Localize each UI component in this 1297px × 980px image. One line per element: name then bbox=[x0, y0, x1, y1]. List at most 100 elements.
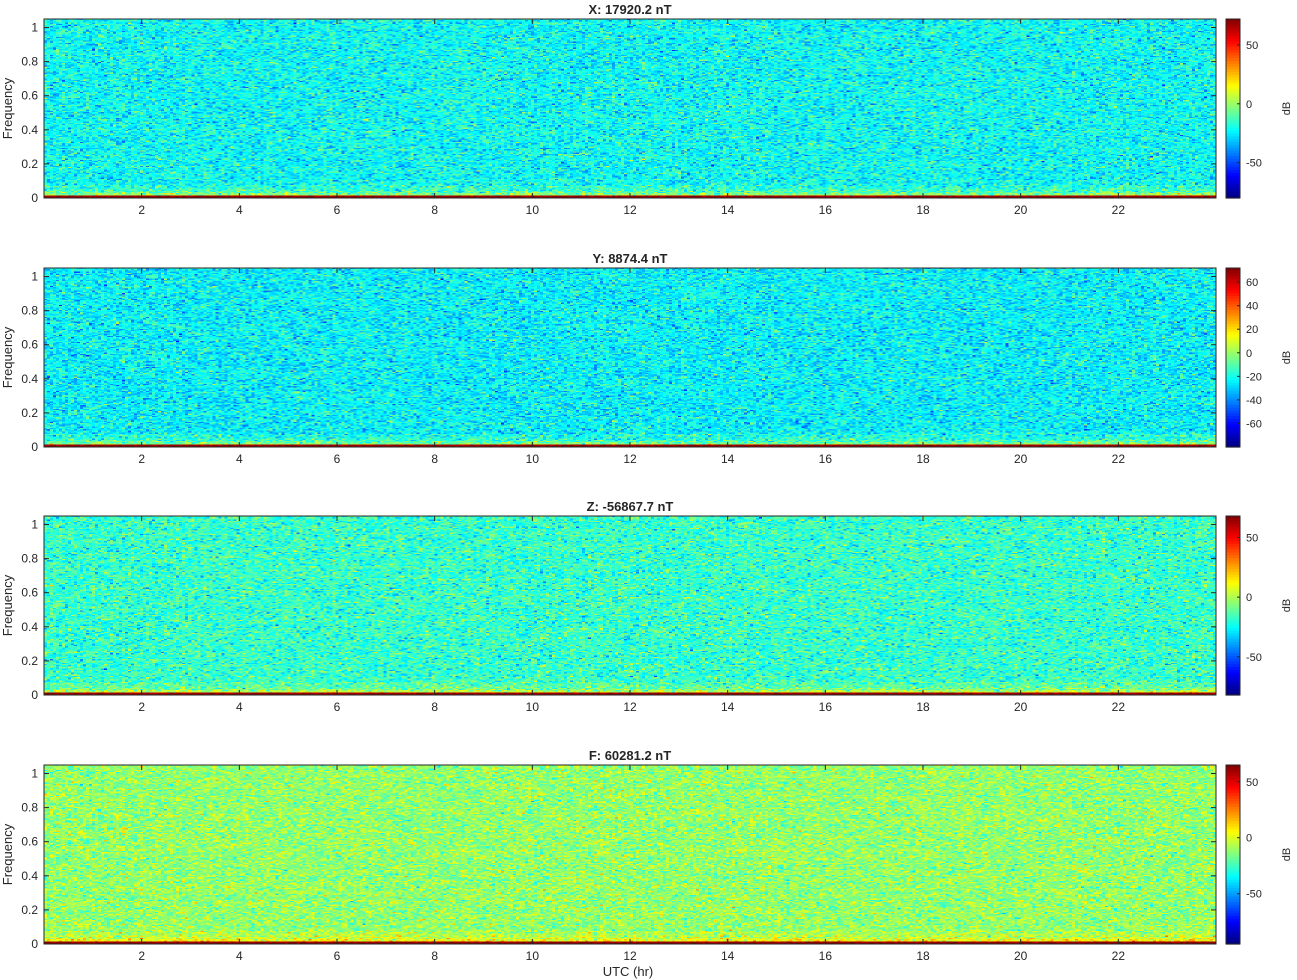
x-tick-label: 18 bbox=[916, 700, 930, 714]
colorbar-swatch bbox=[1226, 644, 1240, 649]
colorbar-tick-label: 0 bbox=[1246, 833, 1252, 845]
colorbar-swatch bbox=[1226, 798, 1240, 802]
x-tick-label: 6 bbox=[334, 203, 341, 217]
y-tick-label: 0.2 bbox=[21, 406, 38, 420]
colorbar-tick-label: -60 bbox=[1246, 418, 1262, 430]
colorbar-swatch bbox=[1226, 597, 1240, 601]
colorbar-swatch bbox=[1226, 58, 1240, 62]
colorbar-tick-label: 40 bbox=[1246, 301, 1258, 313]
colorbar-swatch bbox=[1226, 318, 1240, 322]
colorbar-swatch bbox=[1226, 616, 1240, 621]
y-axis-label: Frequency bbox=[0, 77, 15, 139]
colorbar-swatch bbox=[1226, 927, 1240, 931]
colorbar-swatch bbox=[1226, 608, 1240, 612]
y-tick-label: 0.6 bbox=[21, 338, 38, 352]
colorbar-swatch bbox=[1226, 678, 1240, 682]
colorbar-frame bbox=[1225, 18, 1241, 199]
y-tick-label: 1 bbox=[31, 518, 38, 532]
colorbar-swatch bbox=[1226, 935, 1240, 940]
colorbar-tick-label: 0 bbox=[1246, 99, 1252, 111]
x-tick-label: 16 bbox=[819, 700, 833, 714]
colorbar-swatch bbox=[1226, 130, 1240, 135]
colorbar-swatch bbox=[1226, 421, 1240, 426]
x-tick-label: 8 bbox=[431, 452, 438, 466]
colorbar-swatch bbox=[1226, 105, 1240, 110]
colorbar-swatch bbox=[1226, 571, 1240, 576]
colorbar-swatch bbox=[1226, 532, 1240, 537]
colorbar-swatch bbox=[1226, 630, 1240, 635]
colorbar-swatch bbox=[1226, 543, 1240, 548]
colorbar-swatch bbox=[1226, 52, 1240, 56]
colorbar-swatch bbox=[1226, 181, 1240, 185]
colorbar-swatch bbox=[1226, 560, 1240, 565]
colorbar-swatch bbox=[1226, 809, 1240, 814]
colorbar-swatch bbox=[1226, 658, 1240, 663]
colorbar-swatch bbox=[1226, 876, 1240, 881]
colorbar-swatch bbox=[1226, 189, 1240, 194]
colorbar-swatch bbox=[1226, 672, 1240, 677]
colorbar-swatch bbox=[1226, 379, 1240, 384]
colorbar-swatch bbox=[1226, 851, 1240, 856]
x-tick-label: 12 bbox=[623, 700, 637, 714]
colorbar-swatch bbox=[1226, 527, 1240, 531]
colorbar-swatch bbox=[1226, 667, 1240, 671]
x-tick-label: 4 bbox=[236, 700, 243, 714]
colorbar-swatch bbox=[1226, 871, 1240, 875]
colorbar-swatch bbox=[1226, 602, 1240, 607]
colorbar-swatch bbox=[1226, 273, 1240, 277]
colorbar-swatch bbox=[1226, 27, 1240, 31]
colorbar-tick-label: 20 bbox=[1246, 324, 1258, 336]
colorbar-swatch bbox=[1226, 416, 1240, 420]
colorbar-swatch bbox=[1226, 613, 1240, 618]
colorbar-swatch bbox=[1226, 588, 1240, 593]
x-tick-label: 4 bbox=[236, 203, 243, 217]
panel-title: Z: -56867.7 nT bbox=[587, 499, 674, 514]
colorbar-swatch bbox=[1226, 902, 1240, 906]
colorbar-swatch bbox=[1226, 156, 1240, 160]
colorbar-swatch bbox=[1226, 178, 1240, 182]
colorbar-swatch bbox=[1226, 430, 1240, 434]
colorbar-swatch bbox=[1226, 826, 1240, 830]
colorbar-tick-label: 0 bbox=[1246, 592, 1252, 604]
colorbar-swatch bbox=[1226, 516, 1240, 520]
colorbar-swatch bbox=[1226, 689, 1240, 693]
colorbar-swatch bbox=[1226, 868, 1240, 872]
panel-title: Y: 8874.4 nT bbox=[593, 251, 668, 266]
colorbar-swatch bbox=[1226, 563, 1240, 567]
y-tick-label: 0.6 bbox=[21, 835, 38, 849]
colorbar-swatch bbox=[1226, 312, 1240, 317]
colorbar-swatch bbox=[1226, 627, 1240, 632]
colorbar-swatch bbox=[1226, 580, 1240, 584]
colorbar-frame bbox=[1225, 764, 1241, 945]
x-tick-label: 22 bbox=[1112, 700, 1126, 714]
colorbar-swatch bbox=[1226, 388, 1240, 392]
colorbar-tick-label: -40 bbox=[1246, 395, 1262, 407]
colorbar-swatch bbox=[1226, 77, 1240, 82]
colorbar-swatch bbox=[1226, 916, 1240, 920]
colorbar-swatch bbox=[1226, 354, 1240, 359]
colorbar-swatch bbox=[1226, 854, 1240, 858]
colorbar-swatch bbox=[1226, 365, 1240, 370]
colorbar-swatch bbox=[1226, 407, 1240, 412]
colorbar-swatch bbox=[1226, 611, 1240, 615]
colorbar-swatch bbox=[1226, 161, 1240, 166]
colorbar-swatch bbox=[1226, 346, 1240, 350]
colorbar-swatch bbox=[1226, 315, 1240, 319]
y-tick-label: 0 bbox=[31, 937, 38, 951]
colorbar-swatch bbox=[1226, 846, 1240, 850]
colorbar-swatch bbox=[1226, 108, 1240, 112]
colorbar-swatch bbox=[1226, 279, 1240, 283]
colorbar-swatch bbox=[1226, 360, 1240, 364]
colorbar-swatch bbox=[1226, 396, 1240, 401]
colorbar-swatch bbox=[1226, 111, 1240, 115]
colorbar-swatch bbox=[1226, 574, 1240, 579]
colorbar-swatch bbox=[1226, 882, 1240, 886]
colorbar-swatch bbox=[1226, 351, 1240, 356]
colorbar-swatch bbox=[1226, 343, 1240, 347]
colorbar-swatch bbox=[1226, 329, 1240, 333]
colorbar-swatch bbox=[1226, 363, 1240, 367]
x-tick-label: 10 bbox=[526, 700, 540, 714]
colorbar-swatch bbox=[1226, 541, 1240, 545]
colorbar-swatch bbox=[1226, 290, 1240, 294]
colorbar-swatch bbox=[1226, 284, 1240, 289]
